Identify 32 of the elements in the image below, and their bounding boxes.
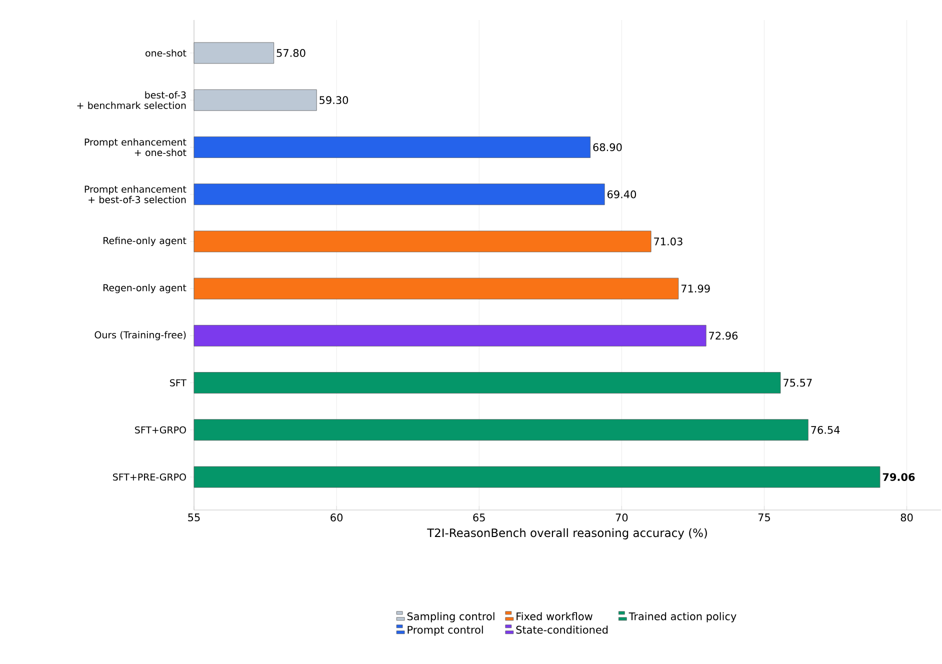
y-tick-label: Ours (Training-free) (94, 331, 186, 340)
text: 68.90 (593, 143, 622, 152)
y-tick-label: Prompt enhancement + one-shot (84, 138, 186, 156)
x-tick-label: 80 (900, 514, 913, 522)
text: 69.40 (608, 190, 636, 198)
text: 71.03 (654, 237, 682, 246)
y-tick-label: Regen-only agent (103, 284, 186, 294)
x-tick-label: 70 (616, 514, 628, 522)
text: 59.30 (320, 96, 348, 104)
y-tick-label: SFT+PRE-GRPO (113, 473, 186, 481)
x-tick-label: 60 (330, 514, 343, 522)
y-tick-label: best-of-3 + benchmark selection (77, 91, 186, 109)
legend-label: State-conditioned (516, 626, 608, 634)
text: 71.99 (681, 284, 710, 293)
x-axis-title: T2I-ReasonBench overall reasoning accuracy (%) (427, 528, 707, 540)
text: 76.54 (811, 426, 840, 434)
text: 72.96 (709, 332, 738, 340)
y-tick-label: SFT (170, 379, 187, 386)
y-tick-label: one-shot (146, 49, 186, 57)
legend-label: Prompt control (408, 626, 483, 636)
legend-label: Sampling control (407, 612, 494, 622)
y-tick-label: Prompt enhancement + best-of-3 selection (84, 185, 186, 204)
y-tick-label: Refine-only agent (104, 236, 186, 246)
x-tick-label: 55 (188, 514, 200, 522)
legend-label: Trained action policy (628, 612, 736, 622)
text: 79.06 (882, 473, 915, 481)
x-tick-label: 65 (473, 514, 485, 522)
text: 75.57 (784, 378, 812, 387)
legend-label: Fixed workflow (516, 612, 592, 620)
x-tick-label: 75 (758, 514, 770, 522)
text: 57.80 (276, 49, 306, 57)
y-tick-label: SFT+GRPO (135, 426, 186, 434)
